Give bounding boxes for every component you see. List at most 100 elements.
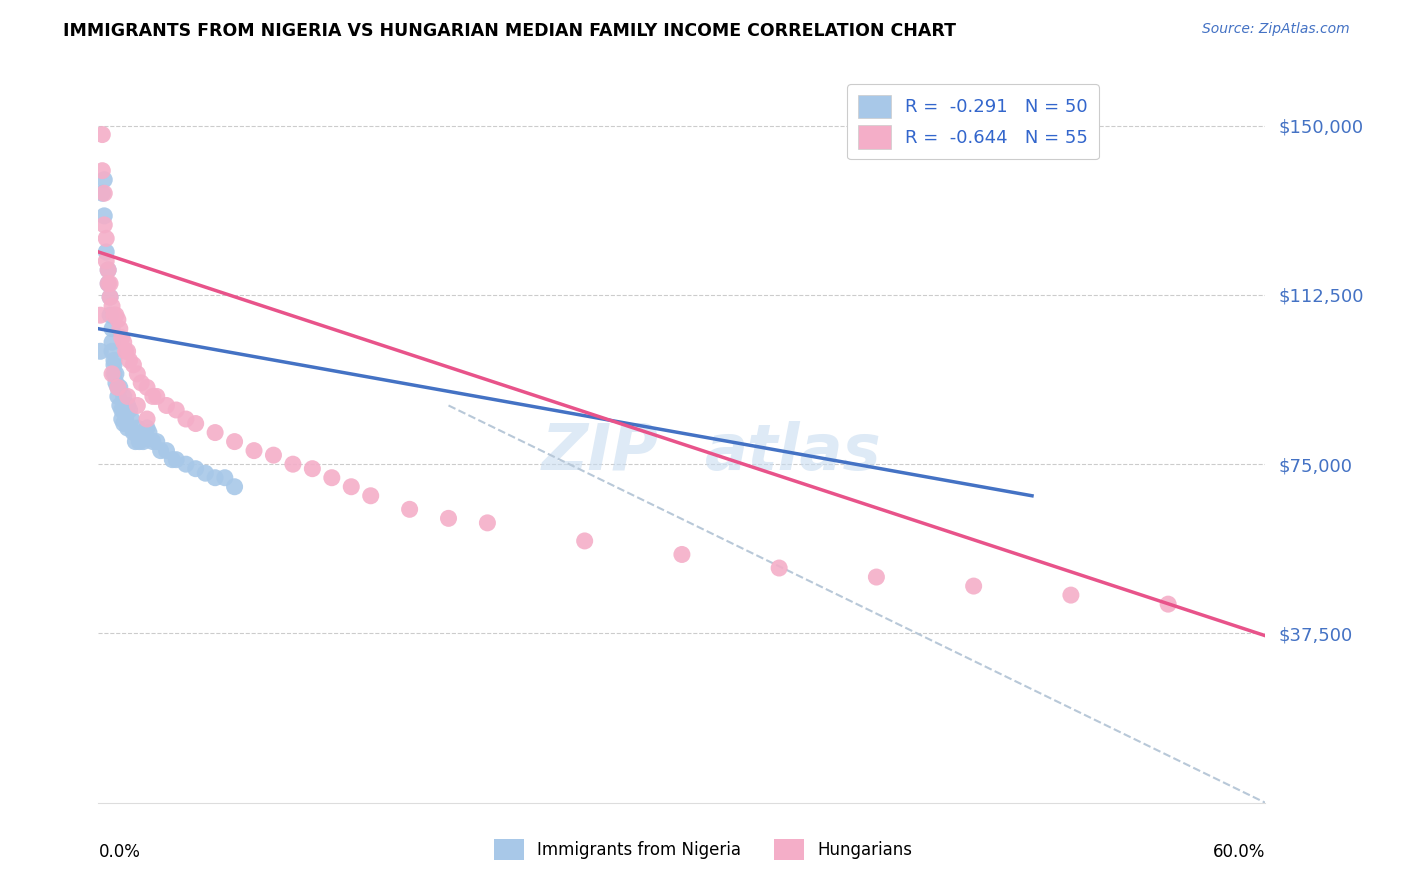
Point (301, 461, 323, 475)
Point (574, 533, 596, 548)
Point (89, 308, 111, 322)
Point (214, 471, 236, 485)
Point (93, 172, 115, 186)
Point (321, 471, 343, 485)
Point (101, 367, 124, 381)
Point (101, 322, 124, 336)
Point (155, 399, 177, 413)
Point (768, 561, 790, 575)
Point (98, 290, 121, 304)
Point (91, 163, 114, 178)
Point (96, 231, 118, 245)
Point (111, 403, 134, 417)
Point (117, 399, 139, 413)
Point (93, 218, 115, 232)
Point (107, 312, 129, 326)
Point (129, 376, 152, 390)
Point (97, 277, 120, 291)
Point (93, 209, 115, 223)
Point (360, 489, 382, 503)
Point (97, 263, 120, 277)
Point (111, 412, 134, 426)
Point (97, 263, 120, 277)
Point (93, 186, 115, 201)
Point (98, 277, 121, 291)
Point (224, 434, 246, 449)
Point (146, 434, 169, 449)
Point (165, 403, 187, 417)
Point (103, 358, 125, 372)
Text: IMMIGRANTS FROM NIGERIA VS HUNGARIAN MEDIAN FAMILY INCOME CORRELATION CHART: IMMIGRANTS FROM NIGERIA VS HUNGARIAN MED… (63, 22, 956, 40)
Point (96, 254, 118, 268)
Point (107, 389, 129, 403)
Point (118, 403, 141, 417)
Point (165, 452, 187, 467)
Point (97, 277, 120, 291)
Point (142, 389, 165, 403)
Point (127, 421, 149, 435)
Point (962, 579, 984, 593)
Point (1157, 597, 1180, 611)
Point (108, 399, 131, 413)
Point (136, 380, 159, 394)
Point (127, 399, 149, 413)
Point (101, 344, 124, 359)
Point (96, 244, 118, 259)
Point (98, 290, 121, 304)
Point (281, 457, 304, 471)
Point (155, 443, 177, 458)
Point (112, 335, 135, 350)
Point (114, 412, 136, 426)
Legend: Immigrants from Nigeria, Hungarians: Immigrants from Nigeria, Hungarians (484, 829, 922, 871)
Text: ZIP: ZIP (541, 421, 658, 483)
Point (117, 344, 139, 359)
Point (103, 367, 125, 381)
Point (142, 434, 165, 449)
Point (671, 548, 693, 562)
Point (108, 380, 131, 394)
Point (112, 417, 135, 431)
Point (136, 412, 159, 426)
Point (129, 425, 152, 440)
Legend: R =  -0.291   N = 50, R =  -0.644   N = 55: R = -0.291 N = 50, R = -0.644 N = 55 (848, 84, 1099, 160)
Point (437, 511, 460, 525)
Text: Source: ZipAtlas.com: Source: ZipAtlas.com (1202, 22, 1350, 37)
Point (127, 367, 149, 381)
Point (224, 480, 246, 494)
Point (118, 353, 141, 368)
Point (174, 457, 197, 471)
Point (122, 425, 145, 440)
Point (132, 434, 155, 449)
Point (91, 186, 114, 201)
Point (91, 128, 114, 142)
Point (1060, 588, 1083, 602)
Point (149, 443, 172, 458)
Point (121, 412, 143, 426)
Point (136, 421, 159, 435)
Point (174, 412, 197, 426)
Point (89, 344, 111, 359)
Point (104, 367, 127, 381)
Text: atlas: atlas (706, 421, 882, 483)
Point (204, 471, 226, 485)
Point (124, 434, 146, 449)
Point (111, 331, 134, 345)
Point (98, 308, 121, 322)
Point (104, 308, 127, 322)
Text: 0.0%: 0.0% (98, 843, 141, 861)
Point (101, 335, 124, 350)
Point (117, 389, 139, 403)
Point (162, 452, 184, 467)
Point (146, 389, 169, 403)
Point (103, 308, 125, 322)
Point (184, 417, 207, 431)
Point (101, 299, 124, 313)
Point (204, 425, 226, 440)
Point (194, 466, 217, 480)
Point (477, 516, 499, 530)
Point (340, 480, 363, 494)
Point (114, 344, 136, 359)
Point (117, 421, 139, 435)
Point (398, 502, 420, 516)
Point (107, 380, 129, 394)
